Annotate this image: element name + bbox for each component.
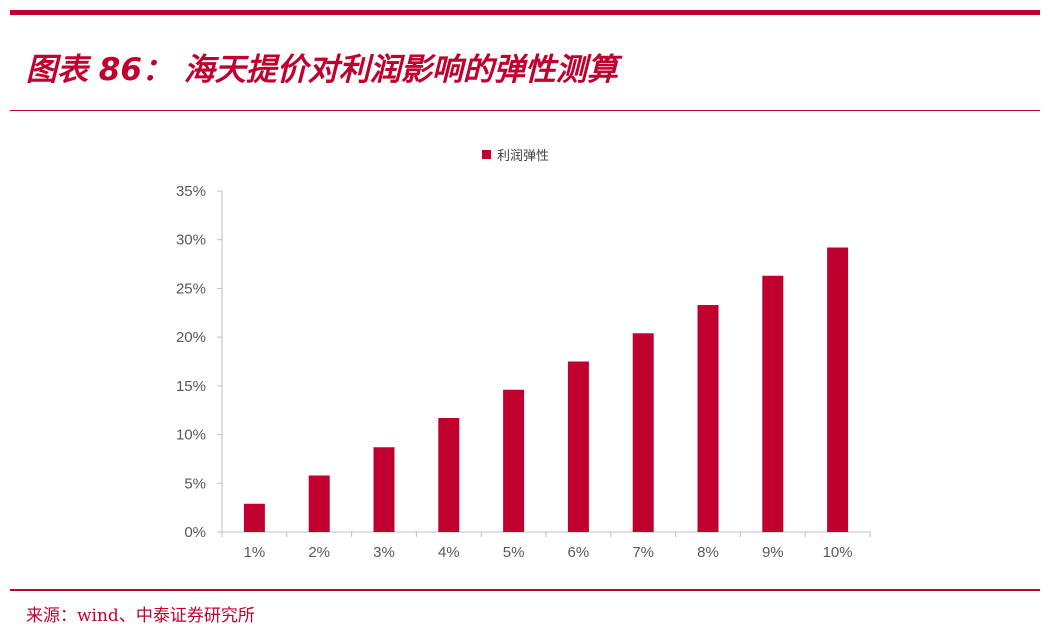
legend-label: 利润弹性 [497,149,550,164]
x-tick-label: 3% [373,544,395,561]
y-tick-label: 20% [176,329,206,346]
bar [762,275,784,532]
y-tick-label: 15% [176,378,206,395]
bar [438,418,460,532]
y-tick-label: 25% [176,280,206,297]
x-tick-label: 7% [632,544,654,561]
bar [827,247,849,532]
bottom-rule [10,589,1040,591]
bar [373,447,395,532]
x-tick-label: 9% [762,544,784,561]
bar [567,361,589,532]
x-tick-label: 4% [438,544,460,561]
bar [632,333,654,532]
y-tick-label: 30% [176,232,206,249]
y-tick-label: 35% [176,183,206,200]
y-tick-label: 0% [184,524,206,541]
bar [503,389,525,532]
x-tick-label: 1% [244,544,266,561]
x-tick-label: 10% [823,544,853,561]
source-note: 来源：wind、中泰证券研究所 [26,606,255,626]
legend-swatch [482,150,491,159]
x-tick-label: 5% [503,544,525,561]
y-tick-label: 10% [176,427,206,444]
x-tick-label: 2% [308,544,330,561]
y-tick-label: 5% [184,475,206,492]
x-tick-label: 8% [697,544,719,561]
x-tick-label: 6% [568,544,590,561]
bar [697,304,719,532]
bar [243,503,265,532]
chart-title: 图表 86： 海天提价对利润影响的弹性测算 [26,52,618,88]
legend: 利润弹性 [482,145,549,164]
top-rule [10,10,1040,15]
bar [308,475,330,532]
title-rule [10,110,1040,111]
